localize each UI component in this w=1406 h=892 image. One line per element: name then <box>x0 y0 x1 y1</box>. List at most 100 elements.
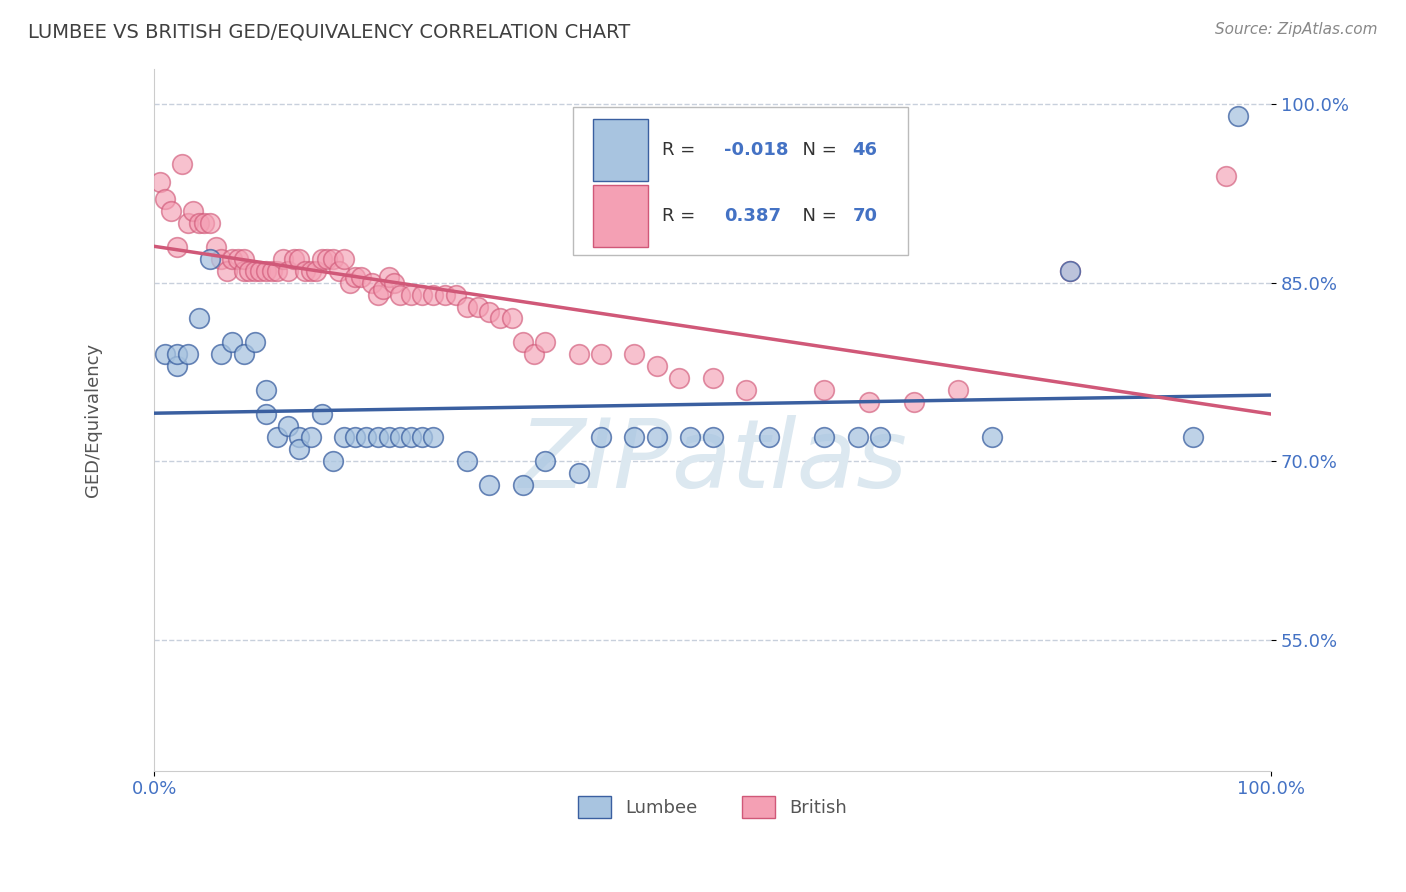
Point <box>373 282 395 296</box>
Point <box>361 276 384 290</box>
Point <box>232 347 254 361</box>
Point <box>204 240 226 254</box>
Point <box>181 204 204 219</box>
Point <box>534 335 557 350</box>
Point <box>980 430 1002 444</box>
Point <box>155 347 177 361</box>
Point <box>813 383 835 397</box>
Point <box>177 216 200 230</box>
Text: GED/Equivalency: GED/Equivalency <box>84 343 101 497</box>
Point <box>367 430 389 444</box>
Point <box>568 347 591 361</box>
Point <box>288 430 311 444</box>
Point <box>288 252 311 266</box>
Point <box>243 335 266 350</box>
Point <box>501 311 523 326</box>
Point <box>623 430 645 444</box>
Point <box>243 264 266 278</box>
Point <box>177 347 200 361</box>
Point <box>299 430 322 444</box>
Point <box>399 430 422 444</box>
Point <box>523 347 546 361</box>
Text: R =: R = <box>662 207 702 225</box>
Point <box>758 430 780 444</box>
Point <box>388 287 411 301</box>
Point <box>316 252 339 266</box>
Point <box>382 276 405 290</box>
Point <box>193 216 215 230</box>
Point <box>311 252 333 266</box>
Point <box>388 430 411 444</box>
Point <box>266 430 288 444</box>
Point <box>645 430 668 444</box>
Point <box>294 264 316 278</box>
Point <box>645 359 668 373</box>
Text: ZIPatlas: ZIPatlas <box>519 416 907 508</box>
Point <box>166 359 188 373</box>
Point <box>378 269 401 284</box>
Point <box>422 430 444 444</box>
Point <box>155 193 177 207</box>
Point <box>260 264 283 278</box>
Point <box>399 287 422 301</box>
Point <box>172 157 194 171</box>
FancyBboxPatch shape <box>593 119 648 181</box>
Point <box>702 430 724 444</box>
Point <box>221 335 243 350</box>
Text: N =: N = <box>790 207 842 225</box>
Point <box>489 311 512 326</box>
Point <box>478 305 501 319</box>
FancyBboxPatch shape <box>593 185 648 247</box>
Point <box>249 264 271 278</box>
Point <box>668 371 690 385</box>
Point <box>160 204 183 219</box>
Point <box>378 430 401 444</box>
Point <box>702 371 724 385</box>
Point <box>339 276 361 290</box>
Point <box>623 347 645 361</box>
Point <box>209 347 232 361</box>
Point <box>858 394 880 409</box>
Point <box>456 454 478 468</box>
Point <box>254 264 277 278</box>
Point <box>311 407 333 421</box>
Point <box>328 264 350 278</box>
Point <box>277 264 299 278</box>
Point <box>679 430 702 444</box>
Point <box>166 347 188 361</box>
Point <box>322 454 344 468</box>
Point <box>277 418 299 433</box>
Text: LUMBEE VS BRITISH GED/EQUIVALENCY CORRELATION CHART: LUMBEE VS BRITISH GED/EQUIVALENCY CORREL… <box>28 22 630 41</box>
Point <box>735 383 758 397</box>
Point <box>344 430 367 444</box>
Point <box>209 252 232 266</box>
Point <box>367 287 389 301</box>
Point <box>288 442 311 457</box>
Point <box>226 252 249 266</box>
Point <box>467 300 489 314</box>
Point <box>254 383 277 397</box>
Point <box>198 216 221 230</box>
Point <box>433 287 456 301</box>
Point <box>1059 264 1081 278</box>
Point <box>1059 264 1081 278</box>
Point <box>215 264 238 278</box>
Point <box>187 216 209 230</box>
Point <box>254 407 277 421</box>
Point <box>948 383 970 397</box>
FancyBboxPatch shape <box>574 107 908 254</box>
Text: R =: R = <box>662 141 702 159</box>
Point <box>1181 430 1204 444</box>
Text: 0.387: 0.387 <box>724 207 780 225</box>
Point <box>869 430 891 444</box>
Point <box>478 478 501 492</box>
Point <box>444 287 467 301</box>
Point <box>344 269 367 284</box>
Point <box>198 252 221 266</box>
Point <box>266 264 288 278</box>
Point <box>350 269 373 284</box>
Point <box>1226 109 1249 123</box>
Point <box>232 252 254 266</box>
Text: -0.018: -0.018 <box>724 141 789 159</box>
Point <box>589 347 612 361</box>
